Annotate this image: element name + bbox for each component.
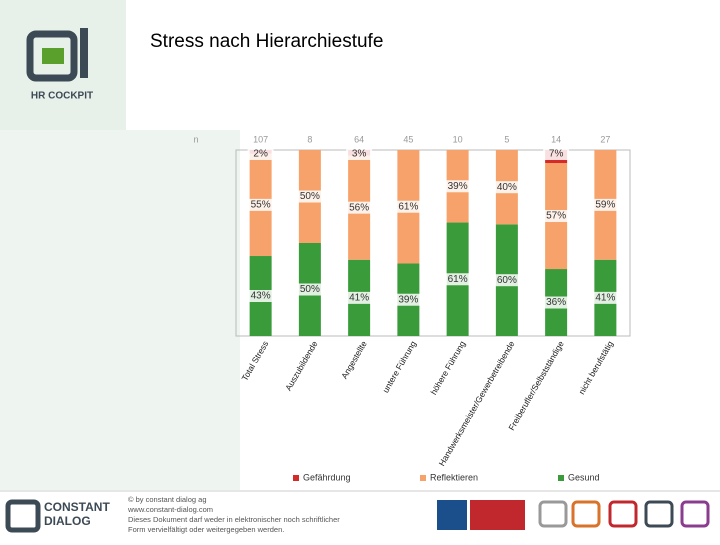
footer [0,490,720,540]
value-label: 39% [398,294,418,305]
logo: HR COCKPIT [26,28,93,102]
footer-line: Dieses Dokument darf weder in elektronis… [128,515,340,524]
value-label: 41% [349,293,369,304]
value-label: 56% [349,202,369,213]
label-bg [346,201,373,214]
value-label: 59% [595,200,615,211]
legend-swatch [558,475,564,481]
legend-swatch [293,475,299,481]
legend-label: Gefährdung [303,472,351,482]
label-bg [247,148,274,160]
logo-frame [26,30,78,82]
footer-line: Form vervielfältigt oder weitergegeben w… [128,525,284,534]
value-label: 60% [497,275,517,286]
label-bg [543,296,570,309]
count-label: 64 [354,134,364,144]
plot-area [235,149,631,337]
label-bg [592,291,619,304]
value-label: 57% [546,211,566,222]
label-bg [493,274,520,287]
value-label: 50% [300,191,320,202]
value-label: 2% [253,149,268,160]
label-bg [543,148,570,160]
label-bg [247,290,274,303]
slide-title: Stress nach Hierarchiestufe [150,31,383,52]
footer-logo [5,499,41,533]
badge [437,500,467,530]
logo-bar [80,28,88,78]
footer-brand: DIALOG [44,514,91,528]
value-label: 41% [595,293,615,304]
value-label: 55% [251,200,271,211]
count-label: 8 [307,134,312,144]
value-label: 50% [300,284,320,295]
icon [538,500,568,528]
value-label: 61% [398,201,418,212]
value-label: 43% [251,291,271,302]
label-bg [444,273,471,286]
count-label: 10 [453,134,463,144]
icon [644,500,674,528]
count-label: 45 [403,134,413,144]
logo-text: HR COCKPIT [31,91,93,102]
label-bg [247,198,274,211]
label-bg [346,291,373,304]
count-label: 107 [253,134,268,144]
label-bg [592,198,619,211]
badge [470,500,525,530]
count-label: 5 [504,134,509,144]
label-bg [296,190,323,203]
value-label: 7% [549,149,564,160]
label-bg [493,181,520,194]
label-bg [296,283,323,296]
value-label: 3% [352,149,367,160]
label-bg [543,210,570,223]
n-label: n [193,134,198,144]
legend-label: Reflektieren [430,472,478,482]
value-label: 36% [546,297,566,308]
icon [680,500,710,528]
label-bg [395,293,422,306]
value-label: 40% [497,182,517,193]
count-label: 27 [600,134,610,144]
label-bg [346,148,373,160]
logo-core [42,48,64,64]
value-label: 39% [448,181,468,192]
footer-brand: CONSTANT [44,500,110,514]
footer-line: www.constant-dialog.com [127,505,213,514]
icon [571,500,601,528]
label-bg [444,180,471,193]
label-bg [395,200,422,213]
value-label: 61% [448,274,468,285]
legend-swatch [420,475,426,481]
icon [608,500,638,528]
legend-label: Gesund [568,472,600,482]
count-label: 14 [551,134,561,144]
pattern [0,130,240,490]
icons [538,500,710,528]
footer-line: © by constant dialog ag [128,495,207,504]
